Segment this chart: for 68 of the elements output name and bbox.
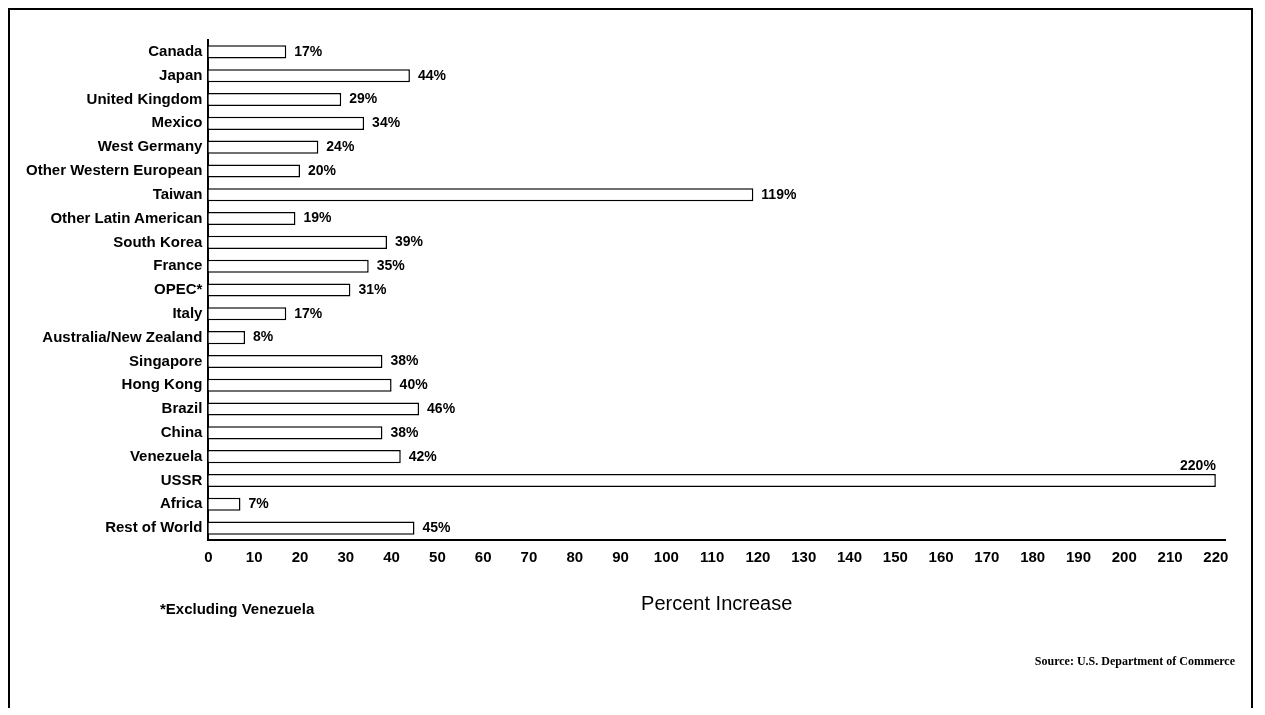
data-label: 44% <box>417 66 447 83</box>
data-label: 29% <box>349 90 378 107</box>
y-tick-label: Rest of World <box>105 518 203 536</box>
data-label: 40% <box>399 376 429 393</box>
y-tick-label: Italy <box>172 303 204 321</box>
data-label: 42% <box>408 447 438 464</box>
data-label: 46% <box>427 399 456 416</box>
y-tick-label: Singapore <box>129 351 203 369</box>
y-tick-label: Canada <box>148 42 204 60</box>
data-label: 119% <box>761 185 797 202</box>
data-label: 35% <box>376 257 406 274</box>
x-tick-label: 20 <box>291 548 309 566</box>
y-tick-label: Australia/New Zealand <box>42 327 203 345</box>
data-label: 38% <box>390 352 420 369</box>
x-tick-label: 80 <box>566 548 584 566</box>
x-tick-label: 100 <box>653 548 679 566</box>
data-label: 19% <box>303 209 332 226</box>
y-tick-label: Venezuela <box>129 446 204 464</box>
x-tick-label: 170 <box>974 548 1000 566</box>
x-tick-label: 120 <box>745 548 771 566</box>
y-tick-label: Hong Kong <box>121 375 203 393</box>
x-tick-label: 0 <box>204 548 213 566</box>
data-label: 7% <box>248 495 270 512</box>
data-label: 34% <box>372 114 401 131</box>
data-label: 38% <box>390 423 420 440</box>
x-tick-label: 200 <box>1111 548 1137 566</box>
data-label: 45% <box>422 518 452 535</box>
x-tick-label: 110 <box>700 548 725 566</box>
x-tick-label: 220 <box>1203 548 1229 566</box>
data-label: 220% <box>1180 457 1217 474</box>
x-tick-label: 150 <box>882 548 908 566</box>
x-tick-label: 70 <box>520 548 538 566</box>
x-tick-label: 140 <box>836 548 863 566</box>
data-label: 17% <box>294 42 323 59</box>
source-note: Source: U.S. Department of Commerce <box>1034 654 1235 669</box>
y-tick-label: Japan <box>159 65 203 83</box>
x-tick-label: 50 <box>429 548 446 566</box>
y-tick-label: Mexico <box>151 113 203 131</box>
text: *Excluding Venezuela <box>160 600 315 617</box>
y-tick-label: OPEC* <box>154 280 203 298</box>
y-tick-label: France <box>153 256 203 274</box>
y-tick-label: Taiwan <box>152 184 203 202</box>
x-tick-label: 10 <box>245 548 263 566</box>
y-tick-label: Other Western European <box>25 161 203 179</box>
x-tick-label: 40 <box>383 548 400 566</box>
x-tick-label: 60 <box>474 548 492 566</box>
x-tick-label: 190 <box>1065 548 1091 566</box>
y-tick-label: West Germany <box>97 137 204 155</box>
data-label: 20% <box>308 161 337 178</box>
data-label: 31% <box>358 280 387 297</box>
data-label: 39% <box>395 233 424 250</box>
y-tick-label: USSR <box>160 470 203 488</box>
data-label: 17% <box>294 304 323 321</box>
y-tick-label: China <box>160 423 204 440</box>
x-tick-label: 90 <box>612 548 629 566</box>
x-tick-label: 180 <box>1020 548 1046 566</box>
x-tick-label: 210 <box>1157 548 1183 566</box>
y-tick-label: Brazil <box>161 399 203 417</box>
x-tick-label: 160 <box>928 548 954 566</box>
y-tick-label: South Korea <box>113 232 204 250</box>
x-tick-label: 30 <box>337 548 355 566</box>
data-label: 24% <box>326 138 355 154</box>
y-tick-label: Other Latin American <box>50 208 203 226</box>
x-axis-title: Percent Increase <box>641 591 793 614</box>
y-tick-label: Africa <box>159 494 204 512</box>
y-tick-label: United Kingdom <box>86 89 203 107</box>
data-label: 8% <box>253 328 274 345</box>
x-tick-label: 130 <box>791 548 817 566</box>
